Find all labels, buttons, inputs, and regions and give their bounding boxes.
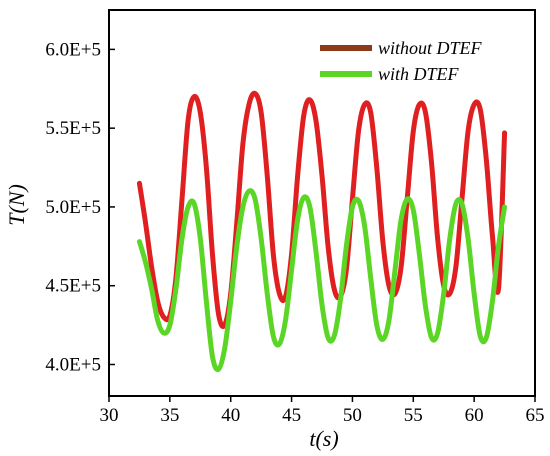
x-tick-label: 50 <box>343 405 362 426</box>
x-axis-title: t(s) <box>309 426 338 451</box>
x-tick-label: 55 <box>404 405 423 426</box>
plot-frame <box>108 9 536 397</box>
y-axis-ticks: 4.0E+5 4.5E+5 5.0E+5 5.5E+5 6.0E+5 <box>45 39 115 375</box>
plot-area: 30 35 40 45 50 55 60 65 4.0E+5 4.5E+5 5.0E+5 5.5E+… <box>45 9 545 426</box>
y-tick-label: 4.0E+5 <box>45 354 101 375</box>
x-tick-label: 35 <box>160 405 179 426</box>
y-tick-label: 4.5E+5 <box>45 276 101 297</box>
x-tick-label: 65 <box>526 405 545 426</box>
x-tick-label: 60 <box>465 405 484 426</box>
x-tick-label: 45 <box>282 405 301 426</box>
y-tick-label: 6.0E+5 <box>45 39 101 60</box>
y-tick-label: 5.5E+5 <box>45 118 101 139</box>
x-tick-label: 30 <box>100 405 119 426</box>
x-axis-ticks: 30 35 40 45 50 55 60 65 <box>100 396 545 426</box>
x-tick-label: 40 <box>221 405 240 426</box>
series-line-without-dtef <box>136 90 508 329</box>
legend: without DTEF with DTEF <box>320 38 483 84</box>
y-tick-label: 5.0E+5 <box>45 197 101 218</box>
series-layer <box>136 90 508 372</box>
series-line-with-dtef <box>136 188 508 372</box>
y-axis-title: T(N) <box>4 184 29 226</box>
legend-label-without-dtef: without DTEF <box>378 38 483 58</box>
legend-label-with-dtef: with DTEF <box>378 64 460 84</box>
